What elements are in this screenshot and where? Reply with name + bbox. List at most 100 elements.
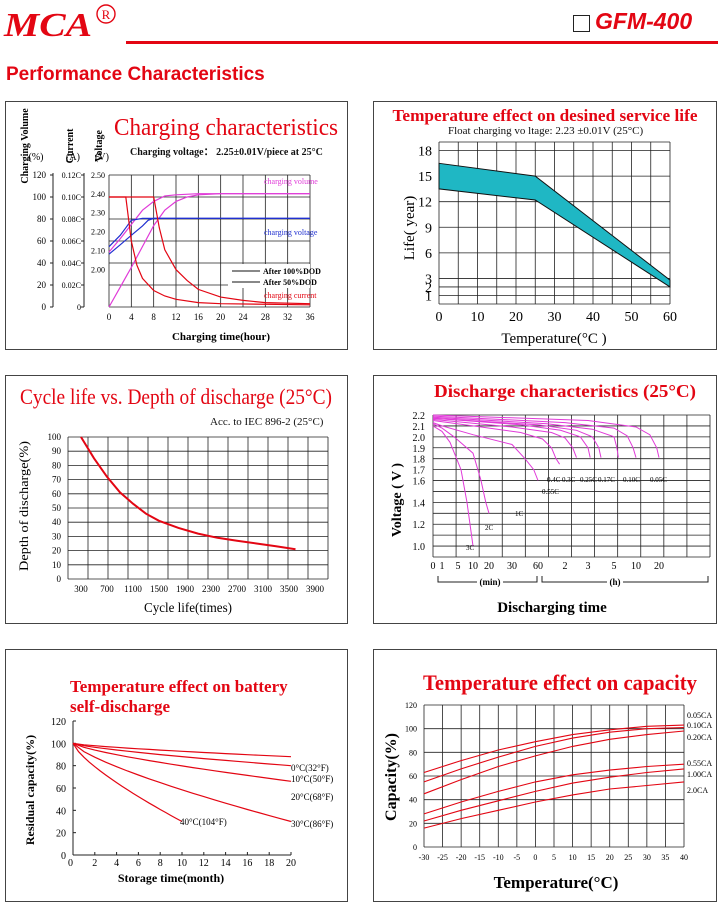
panel-cycle-life: Cycle life vs. Depth of discharge (25°C)…: [5, 375, 348, 624]
tick-volume: 0: [42, 302, 47, 312]
tick-x: 3: [586, 561, 591, 572]
series-label: 0.05CA: [687, 711, 712, 720]
tick-volume: 80: [37, 214, 47, 224]
series-line: [80, 436, 296, 551]
tick-y: 2.0: [413, 433, 426, 444]
series-label: 0.10CA: [687, 721, 712, 730]
series-label: 0.55CA: [687, 759, 712, 768]
legend-item: After 50%DOD: [263, 278, 317, 287]
section-title: Performance Characteristics: [6, 64, 265, 85]
tick-y: 18: [418, 145, 432, 160]
tick-y: 12: [418, 196, 432, 211]
unit-min: (min): [480, 577, 501, 587]
tick-voltage: 2.20: [91, 228, 105, 237]
tick-x: 2: [563, 561, 568, 572]
tick-x: 2: [92, 858, 97, 869]
tick-y: 70: [52, 475, 62, 485]
series-line: [72, 742, 292, 823]
tick-x: 40: [680, 853, 688, 862]
tick-x: 0: [533, 853, 537, 862]
series-line: [72, 742, 183, 823]
tick-y: 80: [56, 762, 66, 773]
tick-x: 20: [654, 561, 664, 572]
life-band: [438, 162, 671, 288]
header-rule: [126, 41, 718, 44]
series-label: 20°C(68°F): [291, 792, 333, 802]
series-label: 0°C(32°F): [291, 763, 329, 773]
tick-x: 4: [129, 312, 134, 322]
chart-title: Charging characteristics: [114, 115, 338, 141]
series-line: [423, 763, 685, 815]
series-label: charging volume: [264, 177, 318, 186]
tick-y: 2: [425, 281, 432, 296]
registered-mark: R: [96, 4, 116, 24]
tick-x: 5: [552, 853, 556, 862]
series-line-charging-volume: [108, 193, 310, 308]
tick-x: 2700: [228, 584, 247, 594]
tick-x: 36: [306, 312, 316, 322]
unit-h: (h): [610, 577, 621, 587]
tick-y: 1.0: [413, 542, 426, 553]
tick-x: 5: [612, 561, 617, 572]
tick-x: 60: [533, 561, 543, 572]
tick-x: 25: [624, 853, 632, 862]
tick-x: 15: [587, 853, 595, 862]
legend-item: After 100%DOD: [263, 267, 321, 276]
tick-y: 1.6: [413, 477, 426, 488]
tick-x: 20: [509, 310, 523, 325]
tick-current: 0.06C: [62, 237, 81, 246]
x-axis-label: Temperature(°C ): [501, 331, 606, 347]
tick-voltage: 2.50: [91, 171, 105, 180]
series-line-0.4C: [432, 418, 577, 458]
tick-y: 40: [56, 806, 66, 817]
axis-header-name: Charging Volume: [20, 108, 31, 184]
tick-x: 16: [194, 312, 204, 322]
tick-x: 35: [661, 853, 669, 862]
tick-x: 30: [507, 561, 517, 572]
tick-y: 60: [52, 489, 62, 499]
series-line: [423, 768, 685, 822]
tick-x: 3900: [306, 584, 325, 594]
tick-x: 0: [431, 561, 436, 572]
tick-x: 6: [136, 858, 141, 869]
tick-y: 40: [52, 517, 62, 527]
tick-x: 16: [242, 858, 252, 869]
tick-y: 90: [52, 446, 62, 456]
y-axis-label: Capacity(%): [383, 733, 400, 821]
series-line-0.05C: [432, 414, 660, 458]
tick-y: 20: [409, 819, 417, 828]
tick-x: 10: [468, 561, 478, 572]
tick-x: 1500: [150, 584, 169, 594]
chart-subtitle: Charging voltage： 2.25±0.01V/piece at 25…: [130, 147, 323, 158]
tick-y: 30: [52, 531, 62, 541]
brand-logo-text: MCA: [3, 7, 92, 42]
tick-x: 32: [283, 312, 292, 322]
series-label: 1.00CA: [687, 770, 712, 779]
panel-charging: Charging characteristics Charging voltage…: [5, 101, 348, 350]
chart-title: Temperature effect on capacity: [423, 670, 697, 695]
tick-y: 120: [51, 717, 66, 728]
series-label: 0.20CA: [687, 733, 712, 742]
curve-label: 1C: [515, 510, 524, 518]
curve-label: 0.17C: [598, 476, 615, 484]
chart-self-discharge: Temperature effect on batteryself-discha…: [23, 677, 333, 885]
series-line-1C: [432, 422, 539, 481]
tick-y: 1.8: [413, 455, 426, 466]
series-line-0.17C: [432, 416, 619, 458]
chart-cycle-life: Cycle life vs. Depth of discharge (25°C)…: [16, 384, 332, 616]
series-line: [72, 742, 292, 782]
x-axis-label: Charging time(hour): [172, 331, 270, 343]
tick-y: 60: [409, 772, 417, 781]
chart-subtitle: Acc. to IEC 896-2 (25°C): [210, 416, 324, 428]
tick-x: 60: [663, 310, 677, 325]
series-label: 40°C(104°F): [180, 817, 227, 827]
chart-temp-capacity: Temperature effect on capacity 0 20 40 60 80 1…: [383, 670, 712, 892]
tick-x: 10: [471, 310, 485, 325]
tick-y: 60: [56, 784, 66, 795]
tick-x: 2300: [202, 584, 221, 594]
tick-x: 20: [484, 561, 494, 572]
tick-x: 0: [107, 312, 112, 322]
tick-x: 3100: [254, 584, 273, 594]
tick-y: 80: [52, 460, 62, 470]
series-line-charging-volume: [108, 193, 310, 253]
